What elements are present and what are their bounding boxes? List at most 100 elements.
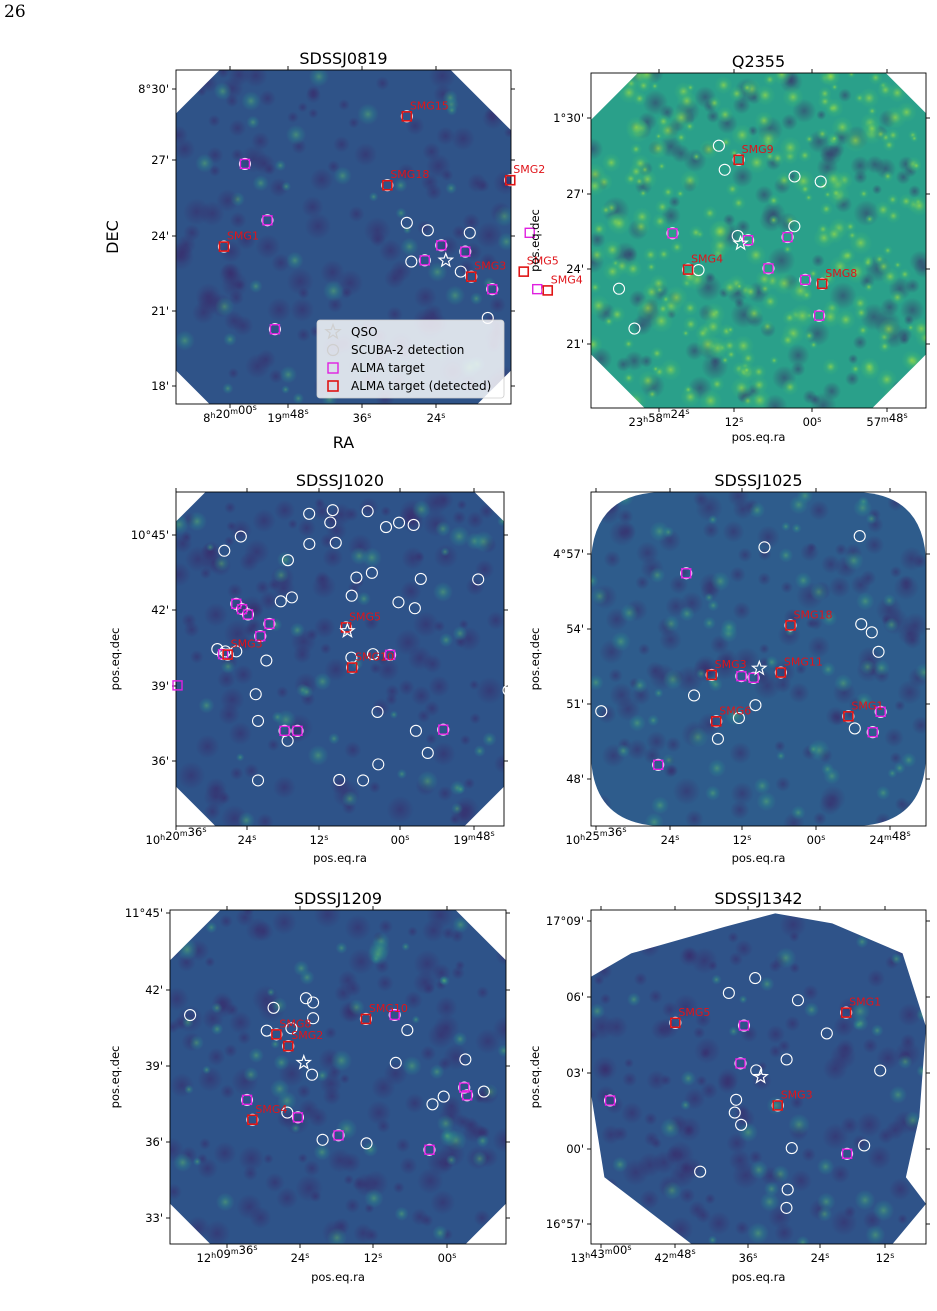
smg-label: SMG5 [527,255,559,268]
scuba-detection-marker [853,530,866,543]
scuba-detection-marker [278,724,291,737]
scuba-detection-marker [788,170,801,183]
scuba-detection-marker [332,1129,345,1142]
scuba-detection-marker [682,263,695,276]
scuba-detection-marker [472,573,485,586]
x-tick-label: 24s [661,833,680,847]
scuba-detection-marker [799,273,812,286]
scuba-detection-marker [230,645,243,658]
x-tick-label: 24s [427,411,446,425]
x-tick-label: 36s [739,1251,758,1265]
scuba-detection-marker [840,1006,853,1019]
qso-marker [732,234,749,251]
scuba-detection-marker [421,746,434,759]
scuba-detection-marker [463,226,476,239]
x-tick-label: 24s [811,1251,830,1265]
scuba-detection-marker [749,699,762,712]
y-tick-label: 42' [151,603,169,617]
alma-target-marker [782,231,793,243]
panel-q2355: Q2355 23h58m24s 12s 00s 57m48s 1°30' 27' 24' 21'… [528,52,930,444]
alma-target-marker [653,759,664,771]
y-tick-label: 27' [566,187,584,201]
y-tick-label: 51' [566,697,584,711]
y-tick-label: 42' [145,983,163,997]
y-tick-label: 39' [145,1059,163,1073]
alma-detected-marker [465,271,477,282]
y-tick-label: 17°09' [546,914,584,928]
x-axis-label: pos.eq.ra [311,1270,365,1284]
y-tick-label: 10°45' [131,528,169,542]
smg-label: SMG6 [719,704,751,717]
axes-frame [590,491,927,827]
alma-detected-marker [346,662,358,673]
alma-detected-marker [282,1040,294,1052]
smg-label: SMG3 [474,260,506,273]
alma-detected-marker [733,154,744,166]
alma-detected-marker [670,1017,681,1029]
scuba-detection-marker [781,1183,794,1196]
alma-target-marker [841,1148,853,1159]
x-tick-label: 12s [364,1251,383,1265]
smg-label: SMG1 [849,996,881,1009]
scuba-detection-marker [486,283,499,296]
scuba-detection-marker [813,309,826,322]
alma-target-marker [875,706,886,717]
scuba-detection-marker [307,1012,320,1025]
markers: SMG9 SMG4 SMG8 [612,139,857,335]
scuba-detection-marker [291,1111,304,1124]
x-axis-label: pos.eq.ra [732,851,786,865]
scuba-detection-marker [788,220,801,233]
scuba-detection-marker [372,758,385,771]
legend-scuba-icon [326,343,340,357]
y-tick-label: 39' [151,679,169,693]
markers: SMG18 SMG3 SMG11 SMG1 SMG6 [595,530,887,771]
alma-target-marker [333,1130,344,1141]
x-tick-label: 19m48s [267,407,308,425]
panel-sdssj1342: SDSSJ1342 13h43m00s 42m48s 36s 24s 12s 17°09' 0… [528,889,930,1284]
legend-label-scuba: SCUBA-2 detection [351,343,464,357]
scuba-detection-marker [865,626,878,639]
scuba-detection-marker [407,518,420,531]
scuba-detection-marker [737,1019,751,1032]
legend-alma-icon [327,362,339,374]
smg-label: SMG4 [255,1103,287,1116]
scuba-detection-marker [705,668,718,681]
smg-label: SMG2 [513,163,545,176]
scuba-detection-marker [780,1201,793,1214]
alma-detected-marker [706,669,717,681]
smg-label: SMG3 [715,658,747,671]
x-tick-label: 00s [391,833,410,847]
x-tick-label: 24s [238,833,257,847]
scuba-detection-marker [365,566,378,579]
alma-detected-marker [816,278,828,290]
scuba-detection-marker [361,505,374,518]
scuba-detection-marker [652,758,665,771]
scuba-detection-marker [260,654,273,667]
y-axis-label: pos.eq.dec [108,1046,122,1109]
y-axis-label: DEC [103,220,122,254]
alma-target-marker [813,310,825,321]
x-axis-label: pos.eq.ra [732,430,786,444]
scuba-detection-marker [866,726,879,739]
scuba-detection-marker [263,617,276,630]
scuba-detection-marker [595,705,608,718]
alma-target-marker [867,726,878,738]
scuba-detection-marker [437,1090,450,1103]
scuba-detection-marker [381,179,394,192]
scuba-detection-marker [855,618,868,631]
y-tick-label: 21' [151,304,169,318]
scuba-detection-marker [246,1113,259,1126]
x-axis-label: RA [333,433,354,452]
alma-detected-marker [222,649,233,660]
scuba-detection-marker [437,723,450,736]
scuba-detection-marker [350,571,363,584]
alma-detected-marker [271,1029,282,1040]
scuba-detection-marker [762,262,775,275]
alma-target-marker [239,158,251,170]
scuba-detection-marker [874,1064,887,1077]
scuba-detection-marker [267,1001,280,1014]
scuba-detection-marker [814,175,827,188]
scuba-detection-marker [366,648,380,661]
x-tick-label: 10h25m36s [566,825,627,847]
x-tick-label: 00s [803,415,822,429]
